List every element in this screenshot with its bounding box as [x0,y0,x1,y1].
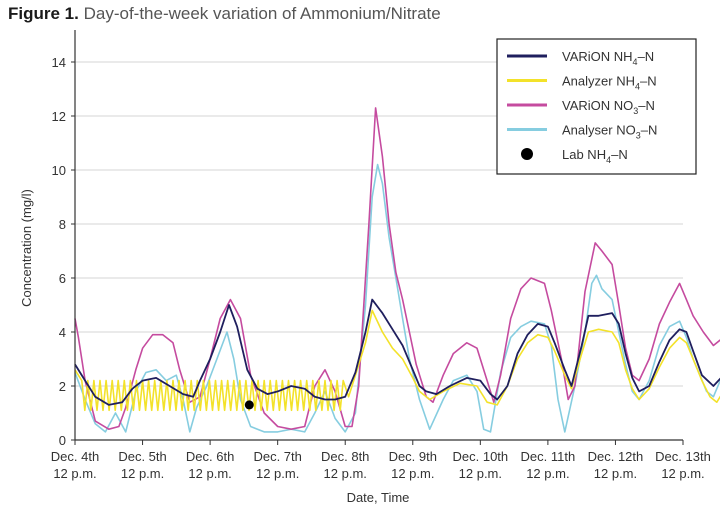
y-tick-label: 8 [59,217,66,232]
series-line [74,163,720,433]
y-tick-label: 2 [59,379,66,394]
legend-marker [521,148,533,160]
x-tick-label: Dec. 5th [118,449,166,464]
y-tick-label: 14 [52,55,66,70]
x-tick-label: Dec. 11th [521,449,576,464]
x-tick-label: Dec. 7th [253,449,301,464]
legend-label-suffix: –N [638,98,655,113]
x-tick-label-time: 12 p.m. [526,466,569,481]
y-tick-label: 0 [59,433,66,448]
y-tick-label: 12 [52,109,66,124]
x-tick-label-time: 12 p.m. [459,466,502,481]
y-axis-label: Concentration (mg/l) [19,189,34,307]
x-tick-label-time: 12 p.m. [594,466,637,481]
x-axis-ticks: Dec. 4th 12 p.m. Dec. 5th 12 p.m. Dec. 6th 12… [51,440,711,481]
lab-nh4-point [244,400,254,410]
legend-label-name: Analyser NO [562,123,636,138]
series-line [74,298,720,406]
legend-label-suffix: –N [638,49,655,64]
figure-title: Figure 1. Day-of-the-week variation of A… [8,4,441,24]
legend-label: Analyser NO3–N [562,123,657,141]
legend-label-sub: 4 [635,82,640,92]
legend-label-sub: 4 [633,57,638,67]
legend-label-sub: 4 [606,155,611,165]
series-line [74,309,720,412]
legend-label-suffix: –N [640,74,657,89]
x-tick-label: Dec. 4th [51,449,99,464]
legend-label-name: Lab NH [562,147,606,162]
legend-label-name: VARiON NH [562,49,633,64]
legend-label: Lab NH4–N [562,147,628,165]
y-tick-label: 4 [59,325,66,340]
x-tick-label: Dec. 9th [389,449,437,464]
x-axis-label: Date, Time [347,490,410,505]
legend-label-sub: 3 [636,131,641,141]
legend-label: Analyzer NH4–N [562,74,657,92]
axes [74,30,683,441]
x-tick-label: Dec. 13th [655,449,711,464]
x-tick-label-time: 12 p.m. [661,466,704,481]
x-tick-label: Dec. 8th [321,449,369,464]
legend-label: VARiON NH4–N [562,49,654,67]
legend-label-name: Analyzer NH [562,74,635,89]
x-tick-label-time: 12 p.m. [256,466,299,481]
x-tick-label-time: 12 p.m. [391,466,434,481]
legend-label-sub: 3 [633,106,638,116]
x-tick-label-time: 12 p.m. [324,466,367,481]
x-tick-label-time: 12 p.m. [53,466,96,481]
legend-label-suffix: –N [611,147,628,162]
y-tick-label: 10 [52,163,66,178]
x-tick-label: Dec. 10th [453,449,509,464]
figure-title-text: Day-of-the-week variation of Ammonium/Ni… [83,4,441,23]
legend-label-suffix: –N [641,123,658,138]
y-axis-ticks: 0 2 4 6 8 10 12 14 [52,55,75,448]
legend-label: VARiON NO3–N [562,98,655,116]
figure-label: Figure 1. [8,4,79,23]
x-tick-label: Dec. 6th [186,449,234,464]
x-tick-label-time: 12 p.m. [188,466,231,481]
x-tick-label: Dec. 12th [588,449,644,464]
legend-label-name: VARiON NO [562,98,633,113]
y-tick-label: 6 [59,271,66,286]
x-tick-label-time: 12 p.m. [121,466,164,481]
series-lines [74,107,720,433]
